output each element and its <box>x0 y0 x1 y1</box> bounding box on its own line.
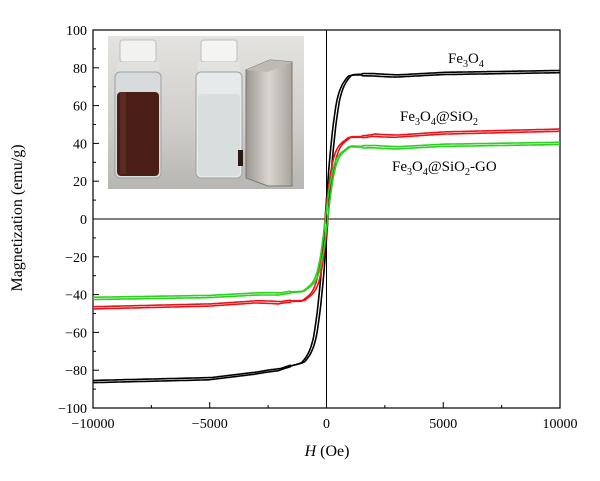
y-tick-label: 20 <box>73 175 87 190</box>
y-tick-label: 100 <box>66 24 87 39</box>
vial-cap-left <box>119 39 157 63</box>
inset-photo-vials <box>108 36 304 189</box>
vial-cap-right <box>200 39 238 63</box>
x-tick-label: −10000 <box>72 417 115 432</box>
y-tick-label: 80 <box>73 62 87 77</box>
series-label-fe3o4-sio2-go: Fe3O4@SiO2-GO <box>392 159 497 178</box>
y-tick-label: −20 <box>65 251 87 266</box>
x-tick-label: 10000 <box>543 417 578 432</box>
magnet <box>245 59 293 187</box>
series-2 <box>93 141 560 301</box>
x-axis-title: H (Oe) <box>304 443 350 460</box>
y-tick-label: −80 <box>65 364 87 379</box>
y-tick-label: −100 <box>58 402 87 417</box>
x-tick-label: −5000 <box>192 417 228 432</box>
y-axis-title: Magnetization (emu/g) <box>9 144 26 291</box>
y-tick-label: 0 <box>80 213 87 228</box>
series-label-fe3o4-sio2: Fe3O4@SiO2 <box>400 109 478 128</box>
x-tick-label: 5000 <box>429 417 457 432</box>
y-tick-label: 60 <box>73 100 87 115</box>
series-group <box>93 69 560 384</box>
y-tick-label: −40 <box>65 289 87 304</box>
series-line <box>93 143 560 301</box>
attracted-particles <box>238 150 243 166</box>
y-tick-label: 40 <box>73 137 87 152</box>
series-line <box>93 141 560 298</box>
y-tick-label: −60 <box>65 326 87 341</box>
series-label-fe3o4: Fe3O4 <box>448 51 484 70</box>
x-tick-label: 0 <box>323 417 330 432</box>
vial-left-suspension <box>117 92 159 176</box>
